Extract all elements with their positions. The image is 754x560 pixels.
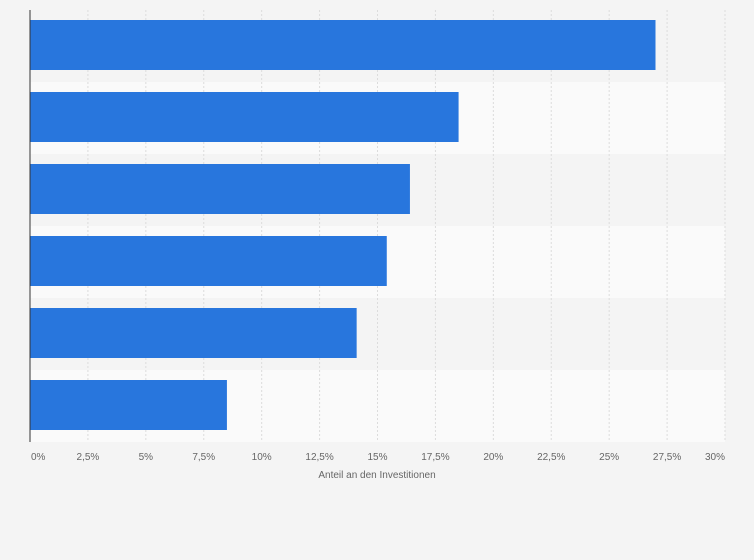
x-tick-label: 20% xyxy=(483,452,503,463)
x-tick-label: 25% xyxy=(599,452,619,463)
x-tick-label: 27,5% xyxy=(653,452,681,463)
x-tick-labels: 0% 2,5% 5% 7,5% 10% 12,5% 15% 17,5% 20% 22,5% 25% 2… xyxy=(31,452,725,463)
x-tick-label: 17,5% xyxy=(421,452,449,463)
x-tick-label: 30% xyxy=(705,452,725,463)
bar xyxy=(30,380,227,430)
x-tick-label: 10% xyxy=(252,452,272,463)
x-tick-label: 2,5% xyxy=(77,452,100,463)
x-tick-label: 22,5% xyxy=(537,452,565,463)
bars xyxy=(30,20,656,430)
bar xyxy=(30,164,410,214)
bar xyxy=(30,20,656,70)
bar xyxy=(30,92,459,142)
x-tick-label: 0% xyxy=(31,452,46,463)
bar xyxy=(30,308,357,358)
x-tick-label: 5% xyxy=(139,452,154,463)
x-axis-title: Anteil an den Investitionen xyxy=(318,470,435,481)
bar xyxy=(30,236,387,286)
x-tick-label: 15% xyxy=(367,452,387,463)
x-tick-label: 12,5% xyxy=(305,452,333,463)
x-tick-label: 7,5% xyxy=(192,452,215,463)
